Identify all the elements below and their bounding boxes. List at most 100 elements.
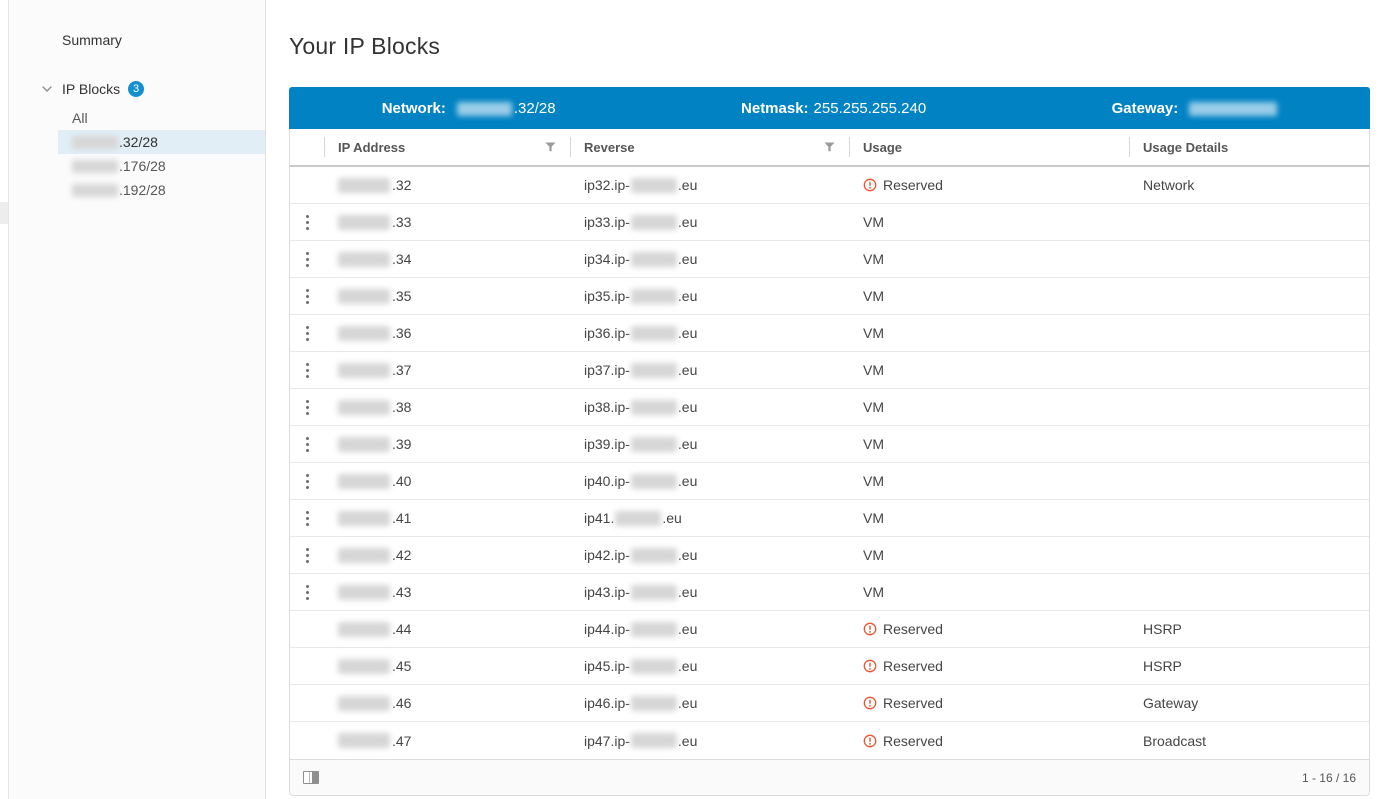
redacted-reverse-middle [630, 288, 677, 304]
netmask-summary: Netmask: 255.255.255.240 [741, 100, 926, 117]
column-picker-icon[interactable] [303, 771, 319, 784]
ip-suffix: .47 [392, 732, 412, 749]
usage-cell: VM [849, 584, 1129, 600]
column-label: Usage Details [1143, 139, 1229, 155]
redacted-ip-prefix [338, 214, 390, 230]
usage-value: VM [863, 362, 884, 378]
redacted-ip-prefix [338, 733, 390, 748]
ip-suffix: .45 [392, 658, 412, 674]
ip-blocks-tree: IP Blocks 3 All .32/28 .176/28 .192/28 [9, 81, 265, 202]
reverse-prefix: ip45.ip- [584, 658, 630, 674]
table-footer: 1 - 16 / 16 [290, 759, 1369, 795]
usage-value: VM [863, 214, 884, 230]
ip-suffix: .33 [392, 214, 412, 230]
redacted-reverse-middle [630, 473, 677, 489]
ip-address-cell: .32 [324, 177, 570, 193]
table-row: .32 ip32.ip- .eu Reserved Network [290, 167, 1369, 204]
table-row: .38 ip38.ip- .eu VM [290, 389, 1369, 426]
netmask-label: Netmask: [741, 99, 809, 117]
column-header-ip-address[interactable]: IP Address [324, 129, 570, 165]
redacted-ip-prefix [338, 399, 390, 415]
column-header-reverse[interactable]: Reverse [570, 129, 849, 165]
usage-cell: VM [849, 510, 1129, 526]
column-label: Reverse [584, 139, 635, 155]
row-actions-kebab-icon[interactable] [300, 285, 315, 308]
gateway-summary: Gateway: [1112, 100, 1278, 117]
usage-details-value: HSRP [1143, 621, 1182, 637]
ip-suffix: .41 [392, 510, 412, 526]
redacted-reverse-middle [630, 695, 677, 711]
row-actions-kebab-icon[interactable] [300, 211, 315, 234]
panel-resize-handle[interactable] [0, 202, 8, 224]
usage-details-value: Gateway [1143, 695, 1199, 711]
sidebar-ip-block-item[interactable]: .192/28 [58, 178, 265, 202]
row-actions-kebab-icon[interactable] [300, 433, 315, 456]
reverse-suffix: .eu [677, 732, 698, 749]
redacted-ip-prefix [338, 325, 390, 341]
ip-address-cell: .34 [324, 251, 570, 267]
row-actions-kebab-icon[interactable] [300, 507, 315, 530]
reserved-warning-icon [863, 734, 877, 747]
usage-cell: Reserved [849, 177, 1129, 193]
reverse-cell: ip36.ip- .eu [570, 325, 849, 341]
redacted-reverse-middle [630, 399, 677, 415]
reverse-suffix: .eu [677, 584, 698, 600]
ip-address-cell: .35 [324, 288, 570, 304]
redacted-ip-prefix [338, 288, 390, 304]
redacted-ip-prefix [338, 436, 390, 452]
sidebar-ip-block-item[interactable]: .32/28 [58, 130, 265, 154]
filter-icon[interactable] [545, 142, 556, 152]
pagination-range: 1 - 16 / 16 [1301, 770, 1356, 785]
row-actions-kebab-icon[interactable] [300, 248, 315, 271]
row-actions-kebab-icon[interactable] [300, 581, 315, 604]
usage-cell: VM [849, 399, 1129, 415]
table-row: .35 ip35.ip- .eu VM [290, 278, 1369, 315]
ip-suffix: .43 [392, 584, 412, 600]
table-row: .45 ip45.ip- .eu Reserved HSRP [290, 648, 1369, 685]
usage-value: VM [863, 288, 884, 304]
table-row: .42 ip42.ip- .eu VM [290, 537, 1369, 574]
ip-block-item-label: .192/28 [119, 182, 166, 198]
redacted-ip-prefix [338, 695, 390, 711]
usage-value: Reserved [883, 658, 943, 674]
ip-block-item-label: .176/28 [119, 158, 166, 174]
table-row: .33 ip33.ip- .eu VM [290, 204, 1369, 241]
sidebar-item-summary[interactable]: Summary [62, 32, 122, 48]
reverse-prefix: ip46.ip- [584, 695, 630, 711]
reverse-cell: ip41. .eu [570, 510, 849, 526]
redacted-reverse-middle [630, 177, 677, 193]
row-actions-kebab-icon[interactable] [300, 544, 315, 567]
row-actions-kebab-icon[interactable] [300, 470, 315, 493]
reverse-suffix: .eu [677, 621, 698, 637]
reserved-warning-icon [863, 178, 877, 192]
reverse-suffix: .eu [677, 288, 698, 304]
ip-suffix: .40 [392, 473, 412, 489]
reverse-suffix: .eu [677, 473, 698, 489]
ip-suffix: .38 [392, 399, 412, 415]
reverse-prefix: ip37.ip- [584, 362, 630, 378]
redacted-reverse-middle [630, 584, 677, 600]
column-header-usage[interactable]: Usage [849, 129, 1129, 165]
column-header-usage-details[interactable]: Usage Details [1129, 129, 1369, 165]
table-row: .40 ip40.ip- .eu VM [290, 463, 1369, 500]
tree-node-ip-blocks[interactable]: IP Blocks 3 [41, 81, 265, 97]
sidebar-ip-block-item[interactable]: .176/28 [58, 154, 265, 178]
usage-value: Reserved [883, 177, 943, 193]
chevron-down-icon[interactable] [41, 85, 53, 93]
reverse-prefix: ip32.ip- [584, 177, 630, 193]
filter-icon[interactable] [824, 142, 835, 152]
sidebar-ip-block-item[interactable]: All [58, 106, 265, 130]
reverse-prefix: ip33.ip- [584, 214, 630, 230]
usage-cell: VM [849, 362, 1129, 378]
reverse-cell: ip44.ip- .eu [570, 621, 849, 637]
table-row: .36 ip36.ip- .eu VM [290, 315, 1369, 352]
usage-cell: VM [849, 325, 1129, 341]
row-actions-kebab-icon[interactable] [300, 359, 315, 382]
usage-value: VM [863, 325, 884, 341]
row-actions-kebab-icon[interactable] [300, 396, 315, 419]
reverse-suffix: .eu [677, 658, 698, 674]
row-actions-kebab-icon[interactable] [300, 322, 315, 345]
redacted-reverse-middle [630, 362, 677, 378]
left-rail [0, 0, 9, 799]
